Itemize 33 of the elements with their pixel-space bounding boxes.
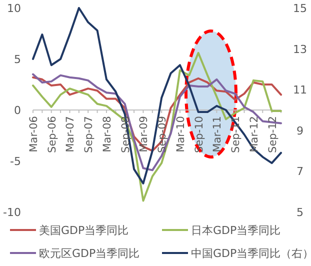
legend-label: 欧元区GDP当季同比 xyxy=(39,247,140,260)
y-tick-label: -10 xyxy=(3,206,21,219)
x-tick-label: Sep-07 xyxy=(83,116,96,153)
x-tick-label: Mar-08 xyxy=(101,116,114,152)
y2-tick-label: 15 xyxy=(293,2,307,15)
y2-tick-label: 11 xyxy=(293,84,307,97)
x-tick-label: Sep-08 xyxy=(120,116,132,153)
legend-label: 中国GDP当季同比（右） xyxy=(191,247,311,260)
legend-item: 欧元区GDP当季同比 xyxy=(10,247,140,260)
y2-tick-label: 5 xyxy=(296,206,304,219)
y2-tick-label: 13 xyxy=(293,42,307,56)
x-tick-label: Sep-12 xyxy=(266,116,279,153)
x-tick-label: Mar-09 xyxy=(138,116,150,152)
x-tick-label: Sep-09 xyxy=(156,116,169,153)
x-tick-label: Sep-10 xyxy=(193,116,206,153)
y2-tick-label: 7 xyxy=(296,165,304,178)
legend-label: 日本GDP当季同比 xyxy=(191,224,281,237)
legend-item: 美国GDP当季同比 xyxy=(10,224,129,237)
x-tick-label: Mar-06 xyxy=(28,116,40,152)
x-tick-label: Sep-11 xyxy=(230,116,242,153)
legend-item: 日本GDP当季同比 xyxy=(162,224,281,237)
x-tick-label: Mar-12 xyxy=(248,116,260,152)
y-tick-label: 0 xyxy=(14,104,21,117)
x-tick-label: Sep-06 xyxy=(46,116,58,153)
legend-label: 美国GDP当季同比 xyxy=(39,224,129,237)
y-tick-label: 10 xyxy=(7,2,21,15)
y-tick-label: 5 xyxy=(14,53,21,66)
x-tick-label: Mar-07 xyxy=(64,116,77,152)
y2-tick-label: 9 xyxy=(296,124,304,138)
x-tick-label: Mar-10 xyxy=(174,116,187,152)
x-tick-label: Mar-11 xyxy=(212,116,224,152)
legend-item: 中国GDP当季同比（右） xyxy=(162,247,311,260)
y-tick-label: -5 xyxy=(10,155,21,168)
